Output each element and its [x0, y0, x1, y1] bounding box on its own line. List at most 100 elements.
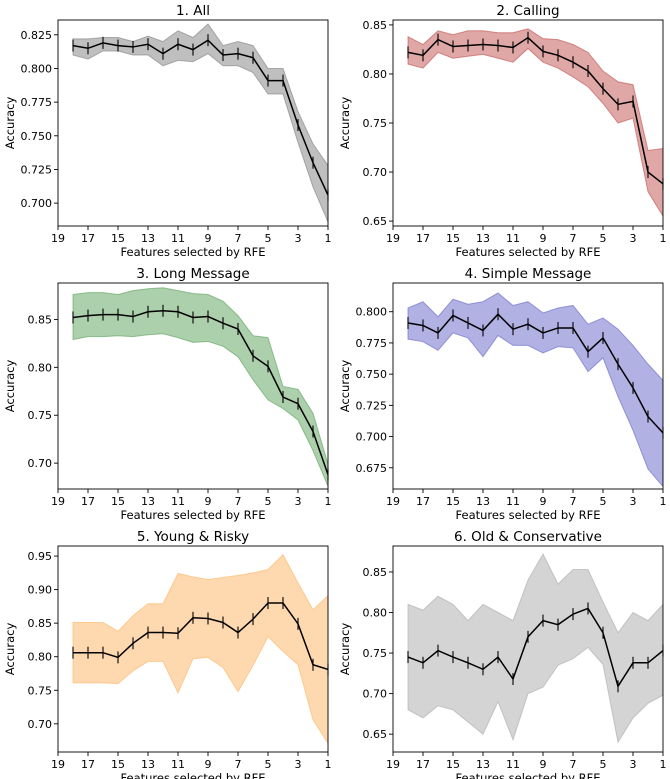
y-tick-label: 0.725: [21, 163, 53, 176]
x-tick-label: 11: [171, 232, 185, 245]
y-tick-label: 0.825: [21, 29, 53, 42]
x-tick-label: 3: [295, 758, 302, 771]
x-tick-label: 3: [630, 758, 637, 771]
x-tick-label: 1: [325, 232, 332, 245]
x-tick-label: 15: [446, 232, 460, 245]
subplot-title: 4. Simple Message: [465, 266, 592, 282]
x-tick-label: 9: [540, 495, 547, 508]
x-tick-label: 9: [205, 232, 212, 245]
y-tick-label: 0.70: [363, 166, 388, 179]
y-tick-label: 0.700: [356, 431, 388, 444]
y-tick-label: 0.85: [363, 19, 388, 32]
y-tick-label: 0.750: [21, 130, 53, 143]
confidence-band: [72, 287, 328, 487]
y-tick-label: 0.65: [363, 728, 388, 741]
y-axis-label: Accuracy: [338, 360, 352, 413]
x-tick-label: 9: [205, 758, 212, 771]
x-tick-label: 5: [600, 758, 607, 771]
y-tick-label: 0.85: [28, 617, 53, 630]
x-tick-label: 19: [386, 758, 400, 771]
x-tick-label: 5: [600, 495, 607, 508]
subplot-5: 5. Young & Risky 19 17 15 13 11 9 7 5 3 1 0.70 0.75 0…: [3, 529, 332, 779]
subplot-title: 6. Old & Conservative: [454, 529, 602, 545]
y-axis-label: Accuracy: [3, 623, 17, 676]
x-tick-label: 11: [506, 758, 520, 771]
x-tick-label: 13: [476, 495, 490, 508]
y-tick-label: 0.725: [356, 399, 388, 412]
accuracy-line: [72, 39, 328, 196]
y-tick-label: 0.775: [21, 96, 53, 109]
y-axis-label: Accuracy: [3, 97, 17, 150]
y-tick-label: 0.70: [28, 718, 53, 731]
y-tick-label: 0.75: [28, 684, 53, 697]
accuracy-line: [72, 310, 328, 475]
x-axis-label: Features selected by RFE: [121, 771, 266, 779]
y-tick-label: 0.80: [28, 651, 53, 664]
x-tick-label: 5: [265, 495, 272, 508]
x-tick-label: 17: [416, 758, 430, 771]
x-tick-label: 19: [386, 232, 400, 245]
x-tick-label: 3: [295, 495, 302, 508]
subplot-3: 3. Long Message 19 17 15 13 11 9 7 5 3 1 0.70 0.75 0.…: [3, 266, 332, 522]
x-tick-label: 15: [111, 232, 125, 245]
x-tick-label: 13: [141, 758, 155, 771]
x-axis-label: Features selected by RFE: [456, 771, 601, 779]
x-tick-label: 1: [660, 232, 667, 245]
x-tick-label: 19: [51, 232, 65, 245]
x-tick-label: 15: [446, 758, 460, 771]
y-tick-label: 0.65: [363, 215, 388, 228]
y-tick-label: 0.800: [356, 306, 388, 319]
x-axis-label: Features selected by RFE: [121, 508, 266, 522]
y-tick-label: 0.75: [28, 409, 53, 422]
plot-frame: [392, 282, 664, 490]
x-tick-label: 13: [476, 758, 490, 771]
x-tick-label: 13: [476, 232, 490, 245]
y-tick-label: 0.700: [21, 197, 53, 210]
x-axis-label: Features selected by RFE: [456, 508, 601, 522]
x-tick-label: 7: [570, 232, 577, 245]
accuracy-line: [407, 36, 663, 185]
accuracy-line: [407, 313, 663, 434]
x-tick-label: 3: [630, 495, 637, 508]
x-tick-label: 7: [570, 758, 577, 771]
x-tick-label: 11: [506, 232, 520, 245]
x-tick-label: 3: [630, 232, 637, 245]
x-tick-label: 9: [205, 495, 212, 508]
y-axis-label: Accuracy: [338, 97, 352, 150]
y-tick-label: 0.70: [363, 688, 388, 701]
subplot-title: 5. Young & Risky: [137, 529, 249, 545]
accuracy-line: [73, 602, 328, 671]
y-tick-label: 0.80: [363, 607, 388, 620]
x-tick-label: 1: [325, 758, 332, 771]
subplot-6: 6. Old & Conservative 19 17 15 13 11 9 7 5 3 1 0.65…: [338, 529, 667, 779]
x-tick-label: 11: [171, 495, 185, 508]
x-tick-label: 9: [540, 232, 547, 245]
y-tick-label: 0.85: [363, 566, 388, 579]
x-tick-label: 17: [416, 232, 430, 245]
x-tick-label: 13: [141, 495, 155, 508]
subplot-title: 1. All: [176, 3, 210, 19]
x-tick-label: 9: [540, 758, 547, 771]
y-axis-label: Accuracy: [3, 360, 17, 413]
plot-frame: [57, 19, 329, 227]
confidence-band: [407, 553, 663, 744]
y-tick-label: 0.95: [28, 550, 53, 563]
y-tick-label: 0.75: [363, 647, 388, 660]
subplot-title: 2. Calling: [496, 3, 559, 19]
y-tick-label: 0.85: [28, 313, 53, 326]
confidence-band: [72, 553, 328, 745]
x-tick-label: 19: [51, 758, 65, 771]
x-tick-label: 15: [111, 495, 125, 508]
x-tick-label: 7: [235, 758, 242, 771]
x-tick-label: 17: [81, 758, 95, 771]
subplot-title: 3. Long Message: [136, 266, 249, 282]
y-tick-label: 0.675: [356, 462, 388, 475]
x-tick-label: 15: [446, 495, 460, 508]
y-tick-label: 0.70: [28, 457, 53, 470]
x-tick-label: 11: [171, 758, 185, 771]
x-tick-label: 7: [235, 495, 242, 508]
y-tick-label: 0.80: [28, 361, 53, 374]
x-tick-label: 13: [141, 232, 155, 245]
x-tick-label: 17: [416, 495, 430, 508]
